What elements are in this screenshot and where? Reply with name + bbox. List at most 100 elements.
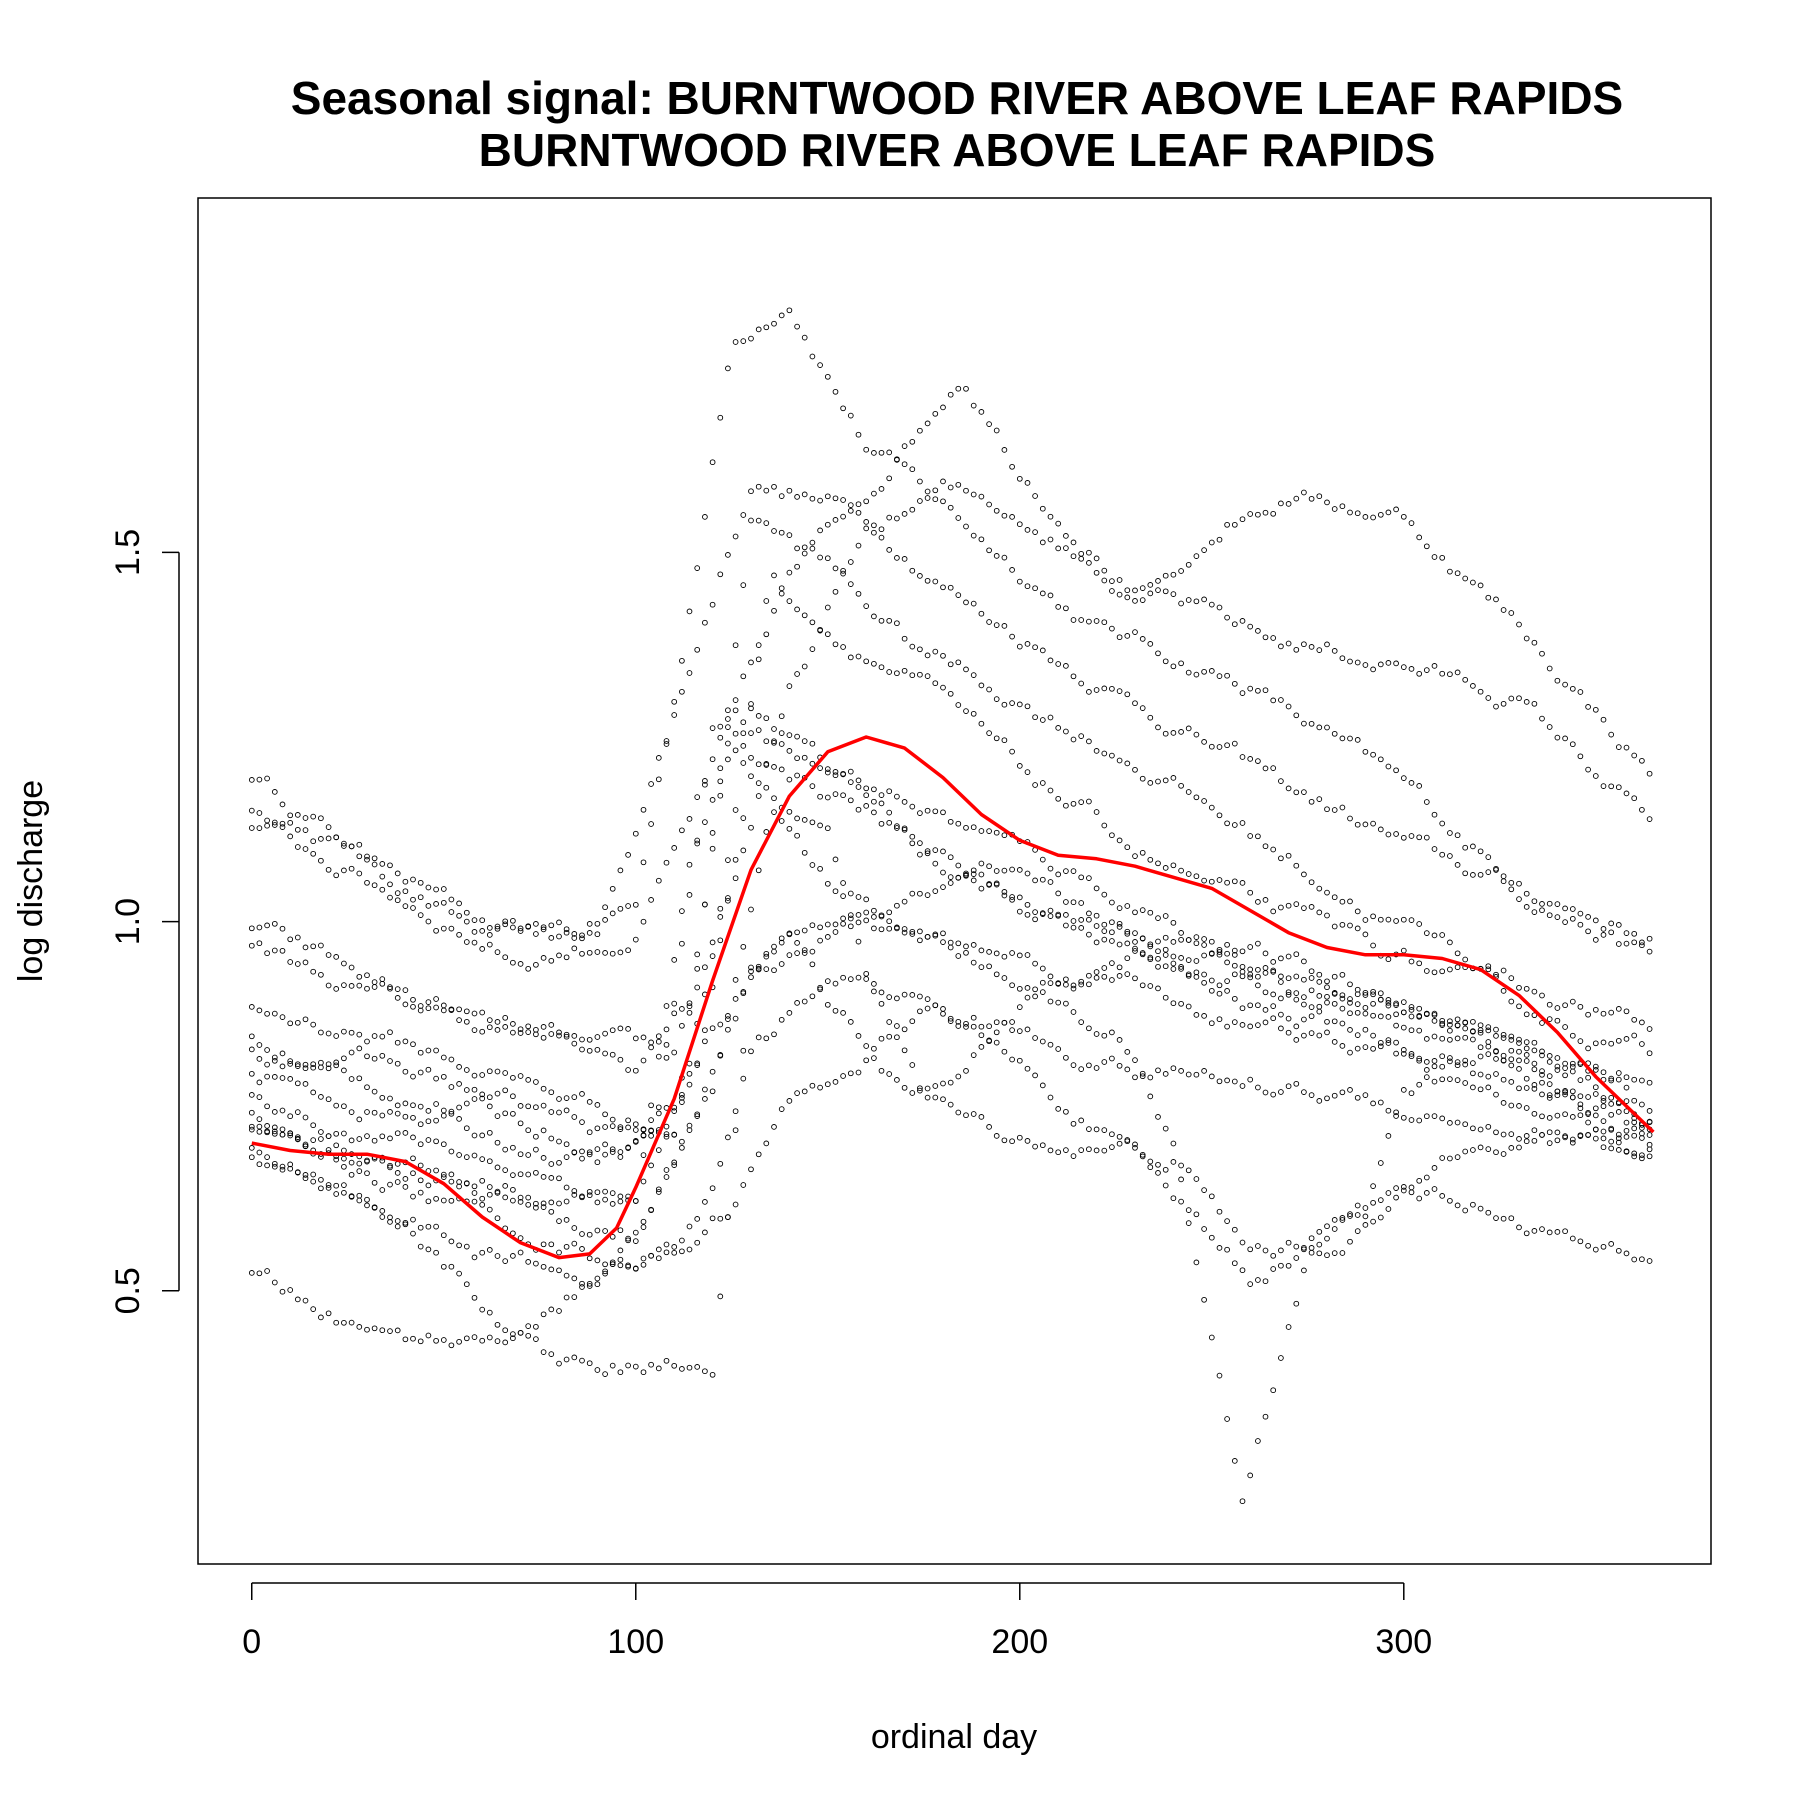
data-point xyxy=(625,1145,631,1151)
data-point xyxy=(1608,1009,1615,1016)
data-point xyxy=(1470,1147,1476,1153)
data-point xyxy=(525,1023,532,1030)
data-point xyxy=(264,1061,270,1068)
data-point xyxy=(563,1184,570,1191)
data-point xyxy=(740,847,747,854)
data-point xyxy=(609,1051,616,1058)
data-point xyxy=(1293,1255,1300,1261)
data-point xyxy=(548,1306,555,1313)
data-point xyxy=(440,1112,447,1119)
data-point xyxy=(947,1015,954,1022)
data-point xyxy=(740,943,747,950)
data-point xyxy=(563,1294,570,1301)
data-point xyxy=(725,707,731,714)
data-point xyxy=(1293,712,1300,719)
data-point xyxy=(1470,1125,1476,1132)
data-point xyxy=(1009,514,1015,520)
data-point xyxy=(1047,1041,1054,1048)
data-point xyxy=(556,952,562,959)
data-point xyxy=(1216,604,1223,611)
data-point xyxy=(425,1118,432,1125)
data-point xyxy=(1101,891,1108,898)
data-point xyxy=(1554,1137,1561,1144)
data-point xyxy=(471,1152,478,1159)
data-point xyxy=(1124,1049,1131,1055)
data-point xyxy=(1155,938,1161,945)
data-point xyxy=(463,909,470,916)
data-point xyxy=(1600,1069,1607,1076)
data-point xyxy=(824,880,831,887)
data-point xyxy=(1470,1084,1476,1091)
data-point xyxy=(1208,804,1215,811)
data-point xyxy=(1093,748,1100,754)
data-point xyxy=(886,1071,893,1077)
data-point xyxy=(540,1200,547,1207)
data-point xyxy=(970,871,977,877)
data-point xyxy=(1132,1074,1138,1081)
data-point xyxy=(1132,948,1138,954)
data-point xyxy=(1063,728,1069,735)
data-point xyxy=(1009,950,1015,956)
data-point xyxy=(686,861,693,868)
data-point xyxy=(947,484,954,491)
data-point xyxy=(1278,979,1284,985)
data-point xyxy=(1508,1215,1515,1222)
data-point xyxy=(1523,699,1530,705)
data-point xyxy=(840,974,846,981)
data-point xyxy=(840,920,846,927)
data-point xyxy=(717,1021,724,1028)
data-point xyxy=(801,998,808,1005)
data-point xyxy=(748,968,754,975)
data-point xyxy=(847,581,854,587)
data-point xyxy=(894,793,900,800)
data-point xyxy=(1531,988,1538,995)
data-point xyxy=(302,1065,309,1072)
data-point xyxy=(1201,739,1207,745)
year-trace-11 xyxy=(248,930,1653,1259)
data-point xyxy=(1370,1032,1376,1039)
data-point xyxy=(540,1102,547,1109)
data-point xyxy=(794,1000,800,1006)
data-point xyxy=(1585,914,1591,920)
data-point xyxy=(1439,820,1446,827)
data-point xyxy=(1239,1267,1246,1274)
data-point xyxy=(1339,1020,1346,1027)
data-point xyxy=(333,872,340,879)
data-point xyxy=(755,642,762,648)
data-point xyxy=(632,1067,639,1074)
data-point xyxy=(594,1227,601,1234)
data-point xyxy=(586,1047,593,1054)
data-point xyxy=(1370,1218,1376,1225)
data-point xyxy=(1193,671,1200,678)
data-point xyxy=(963,1024,969,1030)
data-point xyxy=(1055,890,1062,897)
data-point xyxy=(709,1025,716,1032)
data-point xyxy=(1615,1147,1622,1153)
data-point xyxy=(517,1026,524,1033)
data-point xyxy=(1047,657,1054,664)
data-point xyxy=(778,935,785,942)
data-point xyxy=(755,326,762,333)
data-point xyxy=(1615,744,1622,750)
data-point xyxy=(932,860,939,867)
data-point xyxy=(1255,940,1261,947)
data-point xyxy=(1155,578,1161,584)
data-point xyxy=(325,824,332,830)
data-point xyxy=(1155,963,1161,970)
data-point xyxy=(1170,1140,1177,1147)
data-point xyxy=(341,1055,347,1062)
data-point xyxy=(1278,855,1284,862)
data-point xyxy=(1493,1215,1499,1221)
data-point xyxy=(886,909,893,916)
data-point xyxy=(1270,1015,1277,1022)
data-point xyxy=(271,819,278,826)
data-point xyxy=(1569,915,1576,922)
data-point xyxy=(1116,837,1123,844)
data-point xyxy=(456,1081,462,1087)
data-point xyxy=(517,1199,524,1205)
data-point xyxy=(1308,987,1315,994)
data-point xyxy=(970,532,977,539)
data-point xyxy=(586,1149,593,1156)
year-trace-4 xyxy=(248,478,1653,1056)
data-point xyxy=(1400,1114,1407,1121)
